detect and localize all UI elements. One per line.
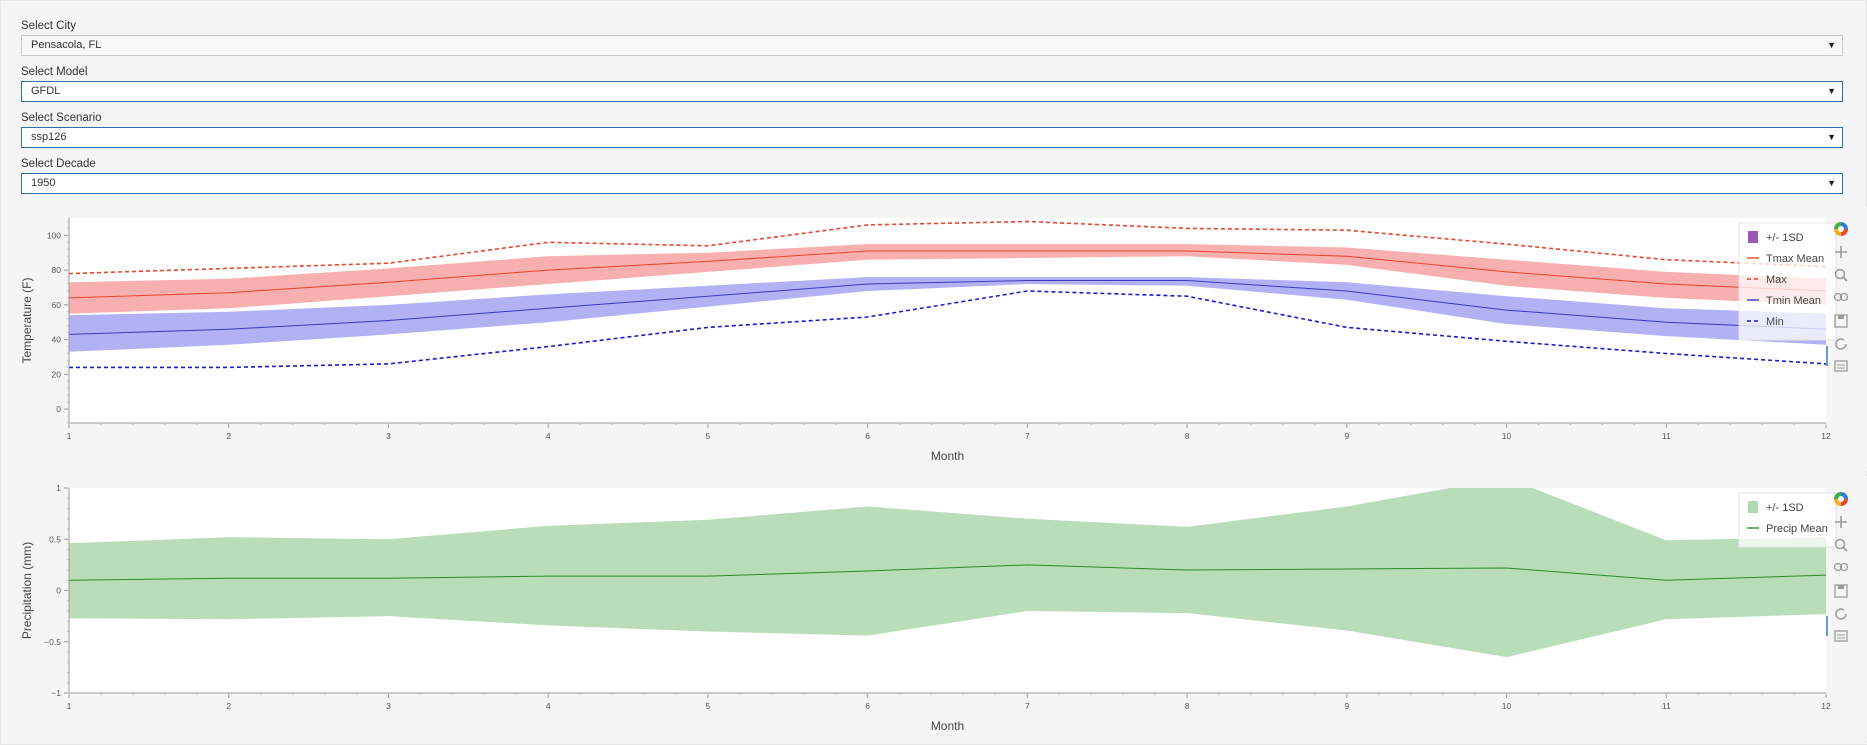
tmin-mean-line [69, 280, 1826, 335]
y-axis-label: Temperature (F) [20, 277, 34, 363]
y-tick-label: −1 [51, 688, 61, 698]
chevron-down-icon: ▼ [1827, 40, 1836, 50]
x-tick-label: 6 [865, 431, 870, 441]
y-tick-label: 20 [52, 369, 62, 379]
decade-select-value: 1950 [31, 177, 56, 189]
legend-label: Tmin Mean [1766, 295, 1821, 307]
legend-label: Tmax Mean [1766, 253, 1824, 265]
x-tick-label: 2 [226, 431, 231, 441]
legend-label: Max [1766, 274, 1787, 286]
hover-icon[interactable] [1834, 630, 1848, 642]
x-tick-label: 5 [706, 701, 711, 711]
x-tick-label: 1 [67, 701, 72, 711]
select-scenario-label: Select Scenario [21, 112, 102, 124]
y-tick-label: 0 [56, 404, 61, 414]
min-line [69, 290, 1826, 369]
select-decade-label: Select Decade [21, 158, 96, 170]
plot-layer [69, 488, 1826, 658]
box-zoom-icon[interactable] [1834, 538, 1848, 552]
y-tick-label: 1 [56, 483, 61, 493]
legend-label: Precip Mean [1766, 523, 1828, 535]
precipitation-chart: −1−0.500.511 2 3 4 5 6 7 8 9 10 11 12MonthPrecipita… [1, 476, 1867, 741]
reset-icon[interactable] [1835, 338, 1847, 350]
bokeh-logo-icon[interactable] [1834, 222, 1848, 236]
x-tick-label: 4 [546, 431, 551, 441]
save-icon[interactable] [1834, 584, 1848, 598]
x-tick-label: 11 [1662, 701, 1671, 711]
select-city-label: Select City [21, 20, 76, 32]
scenario-select[interactable]: ssp126 ▼ [21, 127, 1843, 148]
x-tick-label: 12 [1821, 431, 1831, 441]
y-tick-label: 60 [52, 300, 62, 310]
x-tick-label: 12 [1821, 701, 1831, 711]
tmax-mean-sd-band [69, 244, 1826, 314]
chevron-down-icon: ▼ [1827, 132, 1836, 142]
save-icon[interactable] [1834, 314, 1848, 328]
precip-mean-sd-band [69, 488, 1826, 658]
scenario-select-value: ssp126 [31, 131, 67, 143]
x-tick-label: 7 [1025, 431, 1030, 441]
x-axis-label: Month [931, 719, 964, 733]
x-tick-label: 2 [226, 701, 231, 711]
decade-select[interactable]: 1950 ▼ [21, 173, 1843, 194]
reset-icon[interactable] [1835, 608, 1847, 620]
y-tick-label: 0 [56, 586, 61, 596]
legend-label: Min [1766, 316, 1784, 328]
x-tick-label: 9 [1344, 431, 1349, 441]
wheel-zoom-icon[interactable] [1833, 292, 1849, 302]
x-tick-label: 9 [1344, 701, 1349, 711]
y-tick-label: 100 [47, 230, 61, 240]
x-axis-label: Month [931, 449, 964, 463]
y-tick-label: 40 [52, 335, 62, 345]
legend-label: +/- 1SD [1766, 232, 1804, 244]
y-tick-label: 0.5 [49, 534, 61, 544]
model-select[interactable]: GFDL ▼ [21, 81, 1843, 102]
x-tick-label: 3 [386, 431, 391, 441]
x-tick-label: 4 [546, 701, 551, 711]
legend-swatch [1748, 231, 1758, 243]
chevron-down-icon: ▼ [1827, 86, 1836, 96]
hover-icon[interactable] [1834, 360, 1848, 372]
y-tick-label: 80 [52, 265, 62, 275]
plot-layer [69, 220, 1826, 369]
box-zoom-icon[interactable] [1834, 268, 1848, 282]
pan-icon[interactable] [1835, 246, 1847, 258]
model-select-value: GFDL [31, 85, 61, 97]
legend-label: +/- 1SD [1766, 502, 1804, 514]
precip-mean-line [69, 564, 1826, 581]
x-tick-label: 6 [865, 701, 870, 711]
city-select-value: Pensacola, FL [31, 39, 102, 51]
x-tick-label: 5 [706, 431, 711, 441]
x-tick-label: 3 [386, 701, 391, 711]
city-select[interactable]: Pensacola, FL ▼ [21, 35, 1843, 56]
select-model-label: Select Model [21, 66, 88, 78]
tmax-mean-line [69, 250, 1826, 299]
y-tick-label: −0.5 [44, 637, 61, 647]
x-tick-label: 10 [1502, 701, 1512, 711]
pan-icon[interactable] [1835, 516, 1847, 528]
x-tick-label: 11 [1662, 431, 1671, 441]
x-tick-label: 8 [1185, 431, 1190, 441]
chevron-down-icon: ▼ [1827, 178, 1836, 188]
x-tick-label: 1 [67, 431, 72, 441]
wheel-zoom-icon[interactable] [1833, 562, 1849, 572]
x-tick-label: 7 [1025, 701, 1030, 711]
bokeh-logo-icon[interactable] [1834, 492, 1848, 506]
x-tick-label: 10 [1502, 431, 1512, 441]
legend-swatch [1748, 501, 1758, 513]
y-axis-label: Precipitation (mm) [20, 542, 34, 639]
x-tick-label: 8 [1185, 701, 1190, 711]
